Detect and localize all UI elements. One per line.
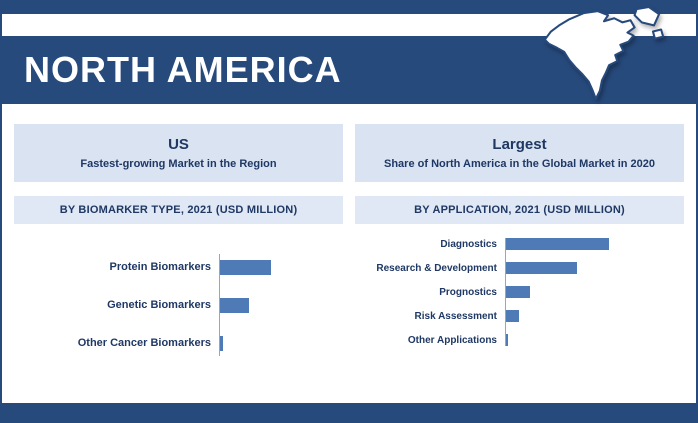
top-strip (2, 2, 696, 14)
highlight-title: Largest (492, 136, 547, 153)
bar (505, 262, 577, 274)
panel-biomarker-type: US Fastest-growing Market in the Region … (14, 124, 343, 362)
page-title: NORTH AMERICA (24, 49, 342, 90)
bar-track (505, 334, 625, 346)
bar-row: Research & Development (355, 256, 684, 280)
bar-row: Other Applications (355, 328, 684, 352)
bar-label: Other Applications (407, 334, 497, 346)
bar-track (505, 286, 625, 298)
bar-track (219, 335, 339, 351)
bar-row: Prognostics (355, 280, 684, 304)
bar-label: Research & Development (376, 262, 497, 274)
bar (505, 334, 508, 346)
section-header-application: BY APPLICATION, 2021 (USD MILLION) (355, 196, 684, 224)
island (651, 28, 665, 40)
bar-row: Risk Assessment (355, 304, 684, 328)
bar-track (219, 297, 339, 313)
bar-label: Genetic Biomarkers (107, 299, 211, 311)
panel-application: Largest Share of North America in the Gl… (355, 124, 684, 362)
bar (505, 238, 609, 250)
highlight-box-us: US Fastest-growing Market in the Region (14, 124, 343, 182)
highlight-box-largest: Largest Share of North America in the Gl… (355, 124, 684, 182)
bar-label: Prognostics (439, 286, 497, 298)
bar-track (219, 259, 339, 275)
bar-row: Other Cancer Biomarkers (14, 324, 343, 362)
bar (219, 259, 271, 275)
bar-label: Protein Biomarkers (109, 261, 211, 273)
highlight-title: US (168, 136, 189, 153)
bottom-band (2, 403, 696, 421)
bar-row: Diagnostics (355, 232, 684, 256)
section-header-biomarker-type: BY BIOMARKER TYPE, 2021 (USD MILLION) (14, 196, 343, 224)
bar-chart-application: Diagnostics Research & Development Prognos… (355, 232, 684, 352)
highlight-subtitle: Share of North America in the Global Mar… (384, 158, 655, 170)
bar-track (505, 310, 625, 322)
north-america-map-icon (538, 5, 672, 107)
bar (219, 335, 223, 351)
bar (505, 286, 530, 298)
bar-track (505, 238, 625, 250)
north-america-mainland (543, 10, 636, 100)
bar-row: Protein Biomarkers (14, 248, 343, 286)
bar-label: Risk Assessment (414, 310, 497, 322)
bar-label: Diagnostics (440, 238, 497, 250)
bar-chart-biomarker-type: Protein Biomarkers Genetic Biomarkers Othe… (14, 248, 343, 362)
bar (219, 297, 249, 313)
bar (505, 310, 519, 322)
content: US Fastest-growing Market in the Region … (2, 124, 696, 362)
bar-label: Other Cancer Biomarkers (77, 337, 211, 349)
greenland (633, 6, 661, 27)
bar-row: Genetic Biomarkers (14, 286, 343, 324)
bar-track (505, 262, 625, 274)
highlight-subtitle: Fastest-growing Market in the Region (80, 158, 277, 170)
